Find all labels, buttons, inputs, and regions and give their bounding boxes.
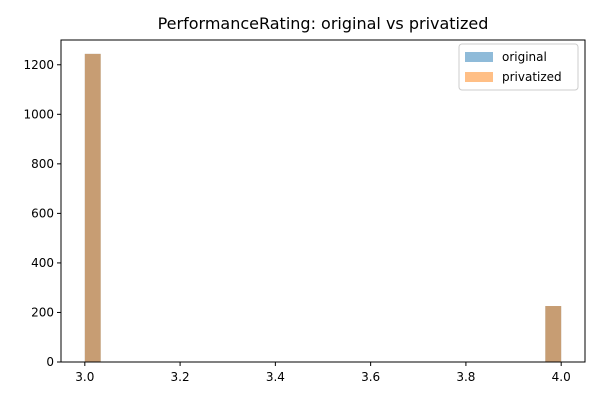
y-tick-label: 200 [31,305,54,319]
y-tick-label: 1200 [23,58,54,72]
x-axis-ticks: 3.0 3.2 3.4 3.6 3.8 4.0 [75,362,571,384]
y-tick-label: 600 [31,206,54,220]
legend-swatch-original [465,52,493,62]
x-tick-label: 3.2 [171,370,190,384]
x-tick-label: 3.0 [75,370,94,384]
x-tick-label: 3.6 [361,370,380,384]
y-axis-ticks: 0 200 400 600 800 1000 1200 [23,58,61,369]
bar-privatized-0 [84,53,101,363]
legend-swatch-privatized [465,72,493,82]
x-tick-label: 3.8 [456,370,475,384]
y-tick-label: 400 [31,256,54,270]
legend: original privatized [458,43,579,91]
y-tick-label: 800 [31,157,54,171]
bar-privatized-1 [545,306,562,362]
legend-label-privatized: privatized [502,70,562,84]
x-tick-label: 4.0 [552,370,571,384]
plot-frame [60,39,586,363]
y-tick-label: 1000 [23,107,54,121]
bars-group [84,53,562,363]
chart-title: PerformanceRating: original vs privatize… [158,14,489,33]
legend-label-original: original [502,50,547,64]
y-tick-label: 0 [46,355,54,369]
x-tick-label: 3.4 [266,370,285,384]
